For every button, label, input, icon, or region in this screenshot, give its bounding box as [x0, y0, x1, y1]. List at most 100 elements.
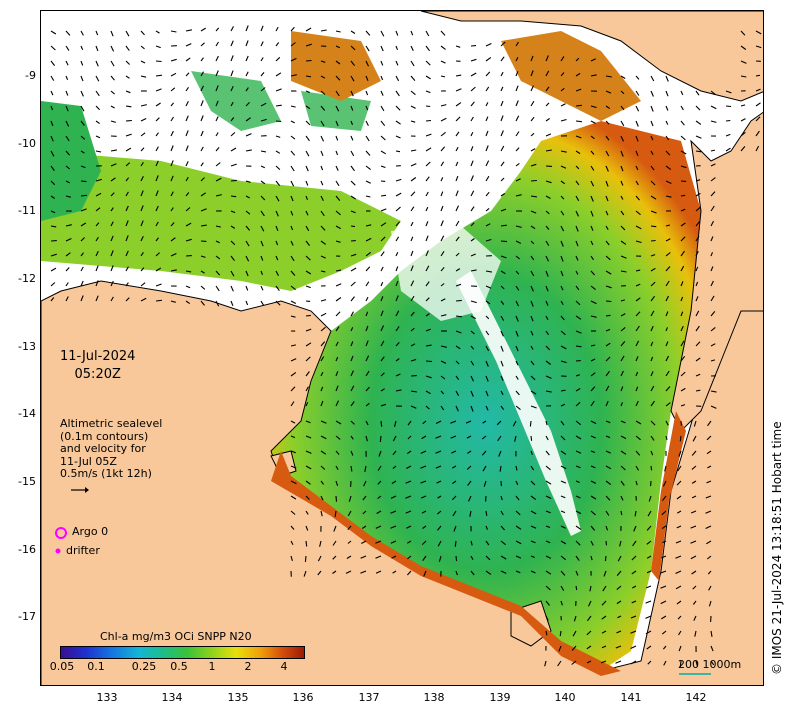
velocity-vector	[650, 341, 654, 347]
velocity-vector	[410, 206, 415, 212]
velocity-vector	[678, 645, 682, 652]
velocity-vector	[500, 224, 507, 227]
velocity-vector	[155, 252, 160, 257]
velocity-vector	[305, 510, 309, 515]
velocity-vector	[395, 310, 400, 317]
velocity-vector	[676, 495, 682, 500]
velocity-vector	[530, 330, 534, 336]
velocity-vector	[450, 420, 457, 424]
velocity-vector	[80, 150, 85, 154]
velocity-vector	[515, 570, 521, 574]
velocity-vector	[661, 525, 667, 530]
velocity-vector	[290, 150, 296, 156]
map-frame[interactable]	[40, 10, 764, 686]
velocity-vector	[110, 235, 114, 242]
velocity-vector	[350, 401, 355, 407]
velocity-vector	[380, 340, 385, 347]
velocity-vector	[305, 180, 309, 186]
velocity-vector	[410, 191, 416, 197]
velocity-vector	[605, 342, 611, 347]
velocity-vector	[155, 30, 160, 34]
velocity-vector	[455, 299, 462, 302]
arafura-chl-band	[41, 151, 401, 291]
velocity-vector	[170, 237, 176, 242]
velocity-vector	[485, 510, 488, 516]
velocity-vector	[481, 435, 487, 440]
velocity-vector	[500, 71, 504, 77]
velocity-vector	[500, 56, 505, 62]
velocity-vector	[245, 195, 250, 199]
velocity-vector	[690, 510, 697, 514]
velocity-vector	[485, 160, 490, 167]
velocity-vector	[470, 269, 477, 272]
velocity-vector	[365, 105, 369, 111]
velocity-vector	[390, 540, 397, 544]
velocity-vector	[50, 135, 54, 142]
velocity-vector	[485, 315, 490, 320]
velocity-vector	[290, 358, 297, 362]
velocity-vector	[200, 115, 204, 122]
velocity-vector	[665, 120, 669, 125]
velocity-vector	[620, 165, 624, 172]
velocity-vector	[691, 480, 697, 484]
velocity-vector	[275, 135, 281, 138]
velocity-vector	[455, 116, 461, 122]
velocity-vector	[616, 600, 622, 605]
velocity-vector	[630, 630, 637, 634]
velocity-vector	[680, 265, 685, 272]
velocity-vector	[605, 120, 610, 125]
velocity-vector	[140, 45, 145, 50]
velocity-vector	[170, 58, 177, 62]
velocity-vector	[677, 510, 682, 514]
velocity-vector	[140, 75, 147, 78]
velocity-vector	[185, 270, 192, 273]
arafura-green-patches	[191, 71, 371, 131]
velocity-vector	[695, 296, 699, 302]
velocity-vector	[305, 120, 311, 126]
velocity-vector	[470, 190, 475, 197]
velocity-vector	[590, 495, 597, 500]
velocity-vector	[350, 150, 355, 157]
velocity-vector	[605, 90, 612, 94]
velocity-vector	[391, 555, 397, 559]
velocity-vector	[455, 570, 458, 576]
velocity-vector	[260, 102, 267, 107]
velocity-vector	[500, 315, 505, 321]
velocity-vector	[617, 615, 622, 619]
velocity-vector	[679, 435, 682, 442]
velocity-vector	[50, 165, 55, 172]
velocity-vector	[140, 267, 145, 272]
velocity-vector	[707, 420, 712, 427]
velocity-vector	[560, 525, 566, 529]
velocity-vector	[377, 480, 382, 485]
velocity-vector	[320, 420, 327, 424]
velocity-vector	[557, 660, 562, 667]
velocity-vector	[708, 600, 712, 607]
map-canvas[interactable]	[41, 11, 764, 686]
velocity-vector	[290, 120, 295, 124]
velocity-vector	[650, 420, 656, 426]
velocity-vector	[230, 26, 234, 32]
velocity-vector	[410, 149, 417, 152]
velocity-vector	[500, 570, 507, 574]
velocity-vector	[466, 465, 472, 470]
velocity-vector	[485, 223, 491, 227]
velocity-vector	[155, 221, 159, 227]
velocity-vector	[740, 45, 747, 50]
velocity-vector	[470, 58, 477, 62]
velocity-vector	[363, 480, 367, 487]
velocity-vector	[245, 55, 249, 62]
velocity-vector	[470, 116, 474, 122]
velocity-vector	[590, 315, 597, 318]
velocity-vector	[320, 29, 327, 32]
velocity-vector	[560, 270, 564, 277]
velocity-vector	[200, 285, 206, 290]
velocity-vector	[125, 220, 129, 227]
velocity-vector	[410, 221, 414, 227]
velocity-vector	[333, 525, 337, 532]
velocity-vector	[95, 192, 102, 197]
velocity-vector	[395, 75, 400, 82]
velocity-vector	[200, 57, 204, 62]
velocity-vector	[545, 540, 551, 544]
velocity-vector	[170, 253, 177, 257]
